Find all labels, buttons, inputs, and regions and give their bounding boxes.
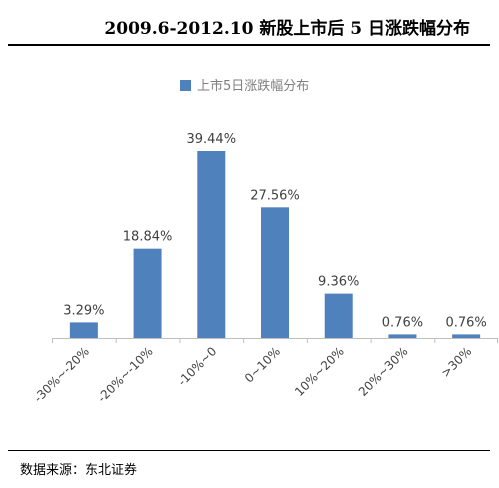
bar-3 [197,151,226,338]
data-label-3: 39.44% [186,132,236,147]
category-label-4: 0~10% [242,344,283,385]
category-label-6: 20%~30% [356,344,411,399]
category-label-2: -20%~-10% [95,344,156,405]
data-label-1: 3.29% [63,303,104,318]
data-label-2: 18.84% [123,230,173,245]
title-rule [8,44,490,46]
chart-title: 2009.6-2012.10 新股上市后 5 日涨跌幅分布 [104,19,470,39]
bar-chart: 上市5日涨跌幅分布 3.29% -30%~-20% 18.84% -20%~-10% 39… [31,78,498,405]
bar-6 [388,334,417,338]
data-label-5: 9.36% [318,275,359,290]
data-source: 数据来源：东北证券 [20,463,138,478]
category-label-7: >30% [438,344,474,380]
bar-4 [261,207,289,338]
category-label-5: 10%~20% [292,344,347,399]
data-label-6: 0.76% [382,315,423,330]
bar-2 [133,248,162,338]
bar-1 [69,322,98,338]
category-label-1: -30%~-20% [31,344,92,405]
category-label-3: -10%~0 [175,344,219,388]
data-label-7: 0.76% [445,315,486,330]
legend-swatch [180,80,191,91]
bar-7 [452,334,481,338]
data-label-4: 27.56% [250,188,300,203]
legend-label: 上市5日涨跌幅分布 [197,78,309,94]
source-rule [8,450,490,451]
bar-5 [324,293,353,338]
